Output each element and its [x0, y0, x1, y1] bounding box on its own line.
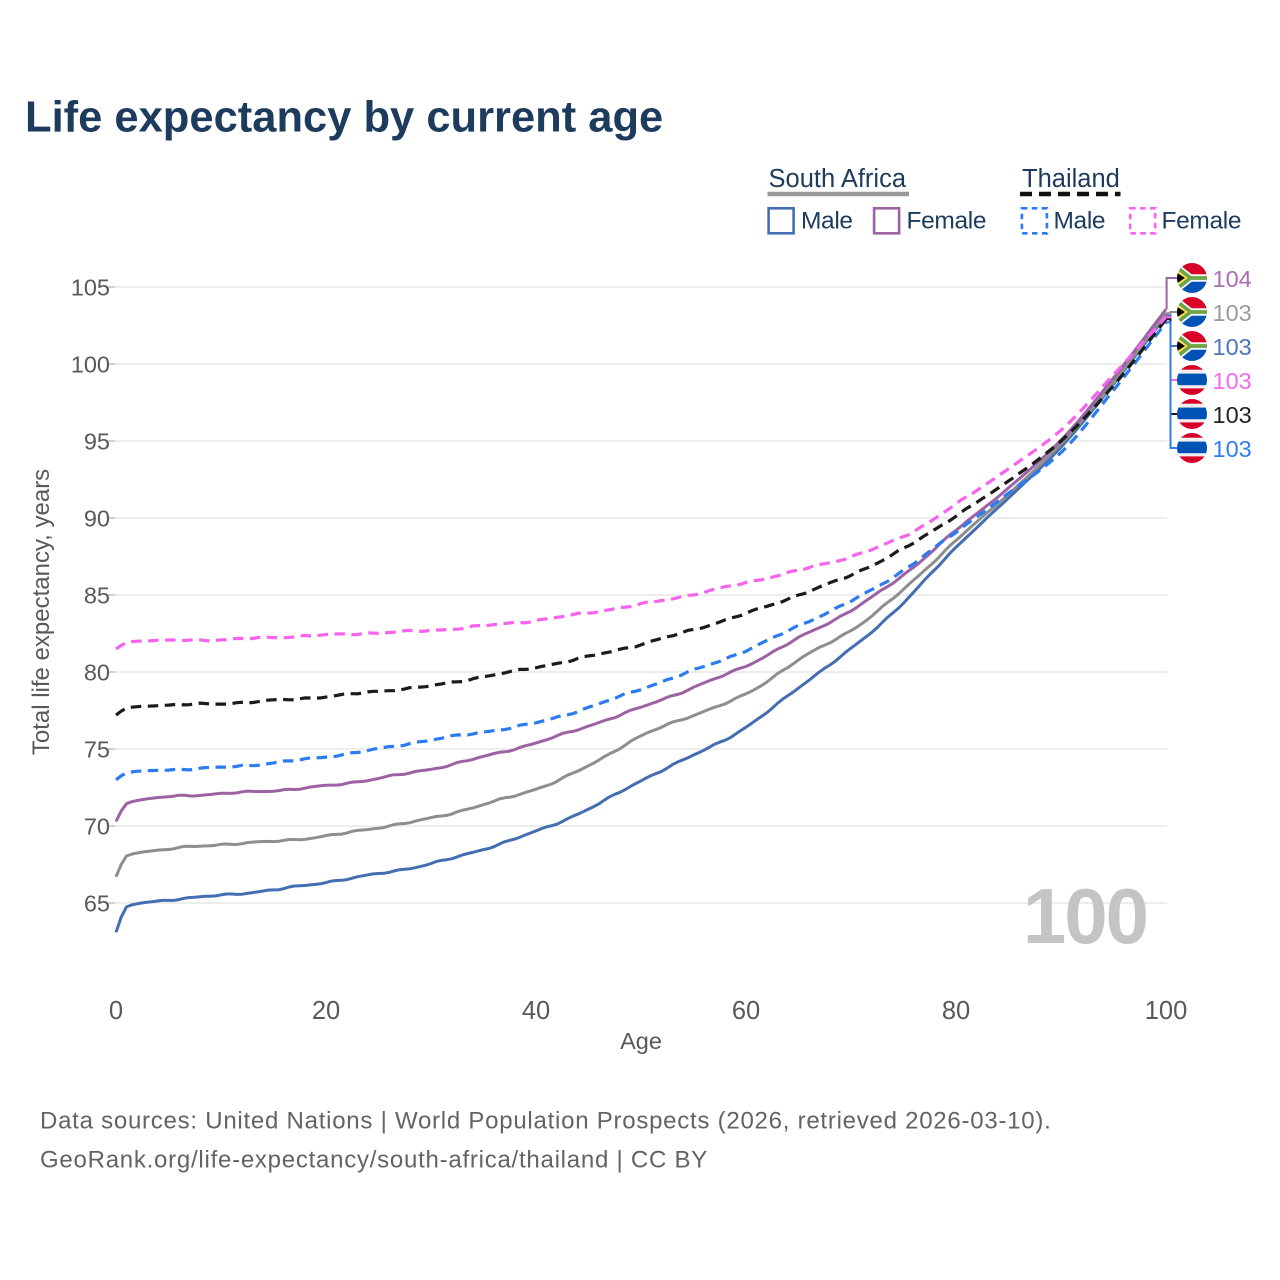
- svg-text:60: 60: [732, 997, 760, 1025]
- svg-text:85: 85: [84, 583, 110, 609]
- svg-text:103: 103: [1213, 402, 1252, 428]
- svg-text:95: 95: [84, 429, 110, 455]
- svg-text:Female: Female: [1162, 208, 1242, 235]
- svg-text:GeoRank.org/life-expectancy/so: GeoRank.org/life-expectancy/south-africa…: [40, 1147, 708, 1174]
- svg-text:70: 70: [84, 814, 110, 840]
- svg-text:103: 103: [1213, 300, 1252, 326]
- svg-text:100: 100: [71, 352, 110, 378]
- svg-text:103: 103: [1213, 334, 1252, 360]
- svg-text:103: 103: [1213, 368, 1252, 394]
- svg-text:Male: Male: [1054, 208, 1106, 235]
- svg-text:104: 104: [1213, 266, 1252, 292]
- svg-text:103: 103: [1213, 436, 1252, 462]
- svg-text:40: 40: [522, 997, 550, 1025]
- svg-text:75: 75: [84, 737, 110, 763]
- svg-text:20: 20: [312, 997, 340, 1025]
- svg-text:South Africa: South Africa: [769, 165, 907, 193]
- svg-text:0: 0: [109, 997, 123, 1025]
- svg-text:Life expectancy by current age: Life expectancy by current age: [25, 94, 663, 142]
- svg-text:65: 65: [84, 891, 110, 917]
- svg-text:Thailand: Thailand: [1022, 165, 1120, 193]
- svg-text:100: 100: [1023, 872, 1147, 960]
- svg-text:90: 90: [84, 506, 110, 532]
- svg-text:105: 105: [71, 275, 110, 301]
- svg-text:Female: Female: [907, 208, 987, 235]
- svg-text:100: 100: [1145, 997, 1188, 1025]
- svg-text:Male: Male: [801, 208, 853, 235]
- svg-text:Data sources: United Nations |: Data sources: United Nations | World Pop…: [40, 1108, 1052, 1135]
- svg-text:Age: Age: [620, 1028, 662, 1054]
- svg-text:80: 80: [84, 660, 110, 686]
- svg-text:Total life expectancy, years: Total life expectancy, years: [28, 469, 55, 755]
- svg-text:80: 80: [942, 997, 970, 1025]
